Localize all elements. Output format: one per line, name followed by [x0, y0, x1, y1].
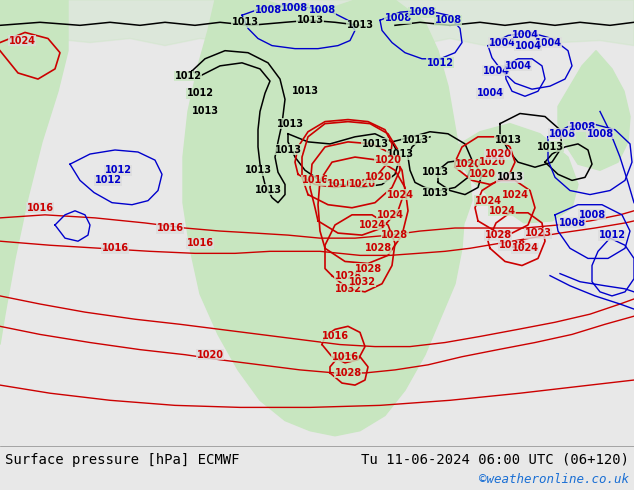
- Text: 1024: 1024: [8, 36, 36, 46]
- Text: 1020: 1020: [455, 159, 481, 169]
- Polygon shape: [558, 50, 630, 170]
- Text: 1004: 1004: [534, 38, 562, 48]
- Text: Tu 11-06-2024 06:00 UTC (06+120): Tu 11-06-2024 06:00 UTC (06+120): [361, 453, 629, 467]
- Text: 1028: 1028: [335, 270, 361, 281]
- Text: 1020: 1020: [365, 172, 392, 182]
- Text: 1020: 1020: [375, 155, 401, 165]
- Text: 1012: 1012: [598, 230, 626, 240]
- Text: 1004: 1004: [505, 61, 531, 71]
- Text: 1016: 1016: [157, 223, 183, 233]
- Text: 1013: 1013: [231, 17, 259, 27]
- Text: 1013: 1013: [401, 135, 429, 145]
- Text: 1004: 1004: [489, 38, 515, 48]
- Polygon shape: [183, 0, 465, 436]
- Text: 1020: 1020: [349, 179, 375, 190]
- Text: 1008: 1008: [254, 5, 281, 15]
- Text: 1004: 1004: [512, 30, 538, 41]
- Text: 1013: 1013: [422, 167, 448, 177]
- Text: 1032: 1032: [349, 277, 375, 287]
- Text: 1016: 1016: [321, 331, 349, 342]
- Text: 1028: 1028: [382, 230, 408, 240]
- Polygon shape: [0, 0, 68, 344]
- Text: 1008: 1008: [434, 15, 462, 25]
- Text: 1008: 1008: [384, 13, 411, 23]
- Text: 1024: 1024: [377, 210, 403, 220]
- Text: 1016: 1016: [27, 203, 53, 213]
- Text: 1013: 1013: [191, 106, 219, 117]
- Text: 1024: 1024: [489, 206, 515, 216]
- Text: 1013: 1013: [245, 165, 271, 175]
- Text: 1024: 1024: [358, 220, 385, 230]
- Text: 1032: 1032: [335, 284, 361, 294]
- Text: 1013: 1013: [361, 139, 389, 149]
- Text: 1008: 1008: [578, 210, 605, 220]
- Text: 1023: 1023: [524, 228, 552, 238]
- Text: 1008: 1008: [281, 3, 309, 13]
- Text: 1013: 1013: [495, 135, 522, 145]
- Text: 1028: 1028: [335, 368, 361, 378]
- Text: 1012: 1012: [186, 88, 214, 98]
- Text: 1008: 1008: [548, 129, 576, 139]
- Text: 1004: 1004: [515, 41, 541, 50]
- Text: Surface pressure [hPa] ECMWF: Surface pressure [hPa] ECMWF: [5, 453, 240, 467]
- Text: 1020: 1020: [484, 149, 512, 159]
- Text: 1024: 1024: [387, 190, 413, 199]
- Text: 1016: 1016: [327, 179, 354, 190]
- Text: 1016: 1016: [101, 244, 129, 253]
- Text: 1028: 1028: [484, 230, 512, 240]
- Text: 1013: 1013: [387, 149, 413, 159]
- Polygon shape: [0, 0, 634, 46]
- Text: 1012: 1012: [427, 58, 453, 68]
- Polygon shape: [455, 123, 578, 223]
- Text: 1013: 1013: [297, 15, 323, 25]
- Text: 1008: 1008: [408, 7, 436, 17]
- Text: 1024: 1024: [512, 244, 538, 253]
- Text: 1013: 1013: [536, 142, 564, 152]
- Text: 1020: 1020: [479, 157, 505, 167]
- Text: 1012: 1012: [94, 175, 122, 185]
- Text: 1020: 1020: [469, 170, 496, 179]
- Text: 1013: 1013: [254, 185, 281, 195]
- Text: 1008: 1008: [308, 5, 335, 15]
- Text: 1028: 1028: [365, 244, 392, 253]
- Text: 1008: 1008: [586, 129, 614, 139]
- Text: 1013: 1013: [275, 145, 302, 155]
- Text: 1028: 1028: [498, 240, 526, 250]
- Text: 1013: 1013: [496, 172, 524, 182]
- Text: 1016: 1016: [186, 238, 214, 248]
- Polygon shape: [447, 170, 472, 238]
- Text: 1020: 1020: [197, 350, 224, 360]
- Text: 1013: 1013: [276, 119, 304, 129]
- Text: 1004: 1004: [482, 66, 510, 76]
- Text: 1004: 1004: [477, 88, 503, 98]
- Text: ©weatheronline.co.uk: ©weatheronline.co.uk: [479, 473, 629, 487]
- Text: 1013: 1013: [347, 21, 373, 30]
- Text: 1013: 1013: [422, 188, 448, 197]
- Text: 1013: 1013: [292, 86, 318, 96]
- Text: 1008: 1008: [559, 218, 586, 228]
- Text: 1024: 1024: [501, 190, 529, 199]
- Text: 1008: 1008: [569, 122, 595, 132]
- Text: 1012: 1012: [105, 165, 131, 175]
- Text: 1024: 1024: [474, 196, 501, 206]
- Text: 1028: 1028: [354, 264, 382, 273]
- Text: 1016: 1016: [332, 352, 358, 362]
- Text: 1012: 1012: [174, 71, 202, 81]
- Text: 1016: 1016: [302, 175, 328, 185]
